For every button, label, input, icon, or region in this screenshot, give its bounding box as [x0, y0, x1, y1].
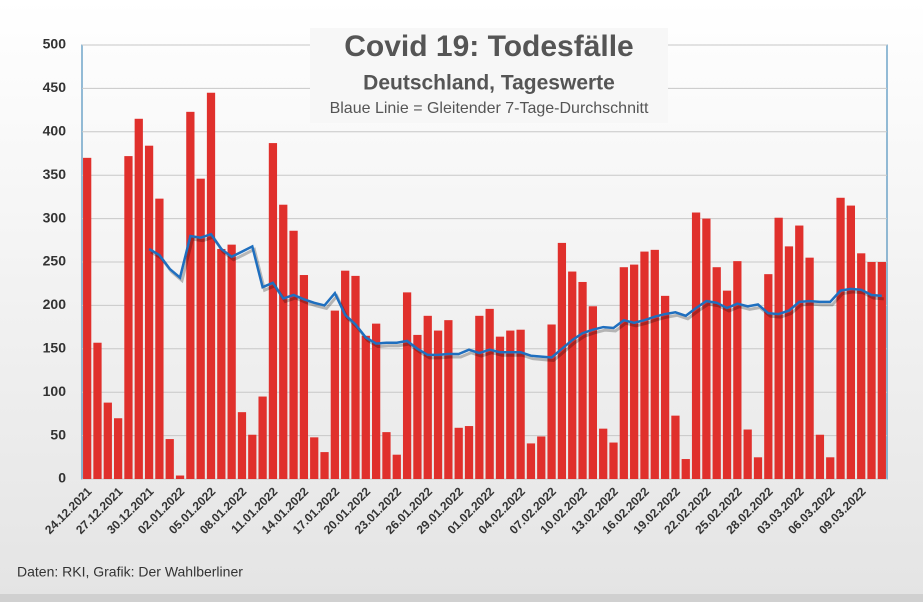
y-tick-label: 100 [43, 383, 67, 399]
bar [805, 257, 814, 479]
bar [475, 315, 484, 479]
y-tick-label: 350 [43, 166, 67, 182]
bar [402, 292, 412, 479]
bar [784, 246, 794, 479]
bar [702, 218, 711, 479]
bar [795, 225, 804, 479]
bar [289, 230, 298, 479]
bar [485, 308, 494, 479]
bar [691, 212, 701, 480]
bar [134, 118, 143, 479]
bar [815, 434, 825, 479]
bar [155, 198, 164, 480]
bar [124, 156, 133, 479]
bar [444, 320, 453, 479]
bar [423, 315, 432, 479]
bar [599, 428, 608, 479]
bar [144, 145, 154, 480]
bar [867, 262, 876, 479]
bar [537, 436, 546, 479]
bar [330, 310, 339, 479]
bar [681, 459, 690, 479]
line [148, 232, 882, 359]
bar [258, 396, 267, 479]
bar [361, 335, 370, 479]
bar [186, 111, 195, 479]
y-tick-label: 450 [43, 79, 67, 95]
bar [619, 267, 628, 479]
bar [93, 342, 102, 479]
bar [165, 439, 174, 479]
bar [268, 143, 278, 480]
bar [712, 267, 721, 479]
bar [836, 197, 845, 479]
bar [526, 443, 536, 479]
chart-note: Blaue Linie = Gleitender 7-Tage-Durchsch… [330, 100, 649, 117]
chart-title: Covid 19: Todesfälle [344, 30, 634, 63]
bar [568, 271, 577, 479]
bar [764, 274, 773, 479]
bar [237, 412, 247, 479]
y-tick-label: 150 [43, 340, 67, 356]
bar [217, 248, 226, 479]
source: Daten: RKI, Grafik: Der Wahlberliner [17, 564, 243, 580]
bar [733, 261, 742, 479]
bar [310, 437, 319, 479]
bar [743, 429, 752, 479]
bar [206, 92, 216, 480]
bar [433, 330, 443, 479]
y-tick-label: 200 [43, 296, 67, 312]
y-tick-label: 300 [43, 209, 67, 225]
bar [83, 157, 92, 479]
chart-subtitle: Deutschland, Tageswerte [363, 72, 615, 95]
y-tick-label: 50 [50, 426, 66, 442]
bar [753, 457, 763, 479]
bar [103, 402, 112, 479]
bar [175, 475, 185, 479]
bar [372, 323, 381, 479]
y-tick-label: 250 [43, 253, 67, 269]
bar [722, 290, 732, 479]
footer-bar [0, 594, 923, 602]
bar [557, 242, 567, 479]
bar [464, 426, 474, 479]
y-tick-label: 0 [58, 470, 66, 486]
bar [609, 442, 618, 479]
bar [588, 306, 597, 479]
bar [351, 275, 360, 479]
bar [454, 427, 463, 479]
bar [196, 178, 205, 479]
bar [113, 418, 123, 479]
bar [774, 217, 783, 479]
y-tick-label: 400 [43, 123, 67, 139]
bar [248, 434, 257, 479]
bar [877, 262, 886, 479]
bar [413, 334, 422, 479]
bar [227, 244, 236, 479]
bar [382, 432, 391, 479]
bar [846, 205, 856, 479]
bar [392, 454, 401, 479]
bar [341, 270, 350, 479]
bar [660, 295, 670, 479]
bar [299, 275, 309, 479]
title-box [310, 28, 668, 123]
bar [547, 324, 556, 479]
bar [516, 329, 525, 479]
bar [279, 204, 288, 479]
bar [506, 330, 515, 479]
y-tick-label: 500 [43, 36, 67, 52]
bar [650, 249, 659, 479]
bar [857, 253, 866, 479]
bar [671, 415, 680, 479]
bar [578, 281, 587, 479]
bar [495, 336, 505, 479]
bar [320, 452, 329, 479]
bar [630, 264, 639, 479]
bar [640, 251, 649, 479]
bar [826, 457, 835, 479]
